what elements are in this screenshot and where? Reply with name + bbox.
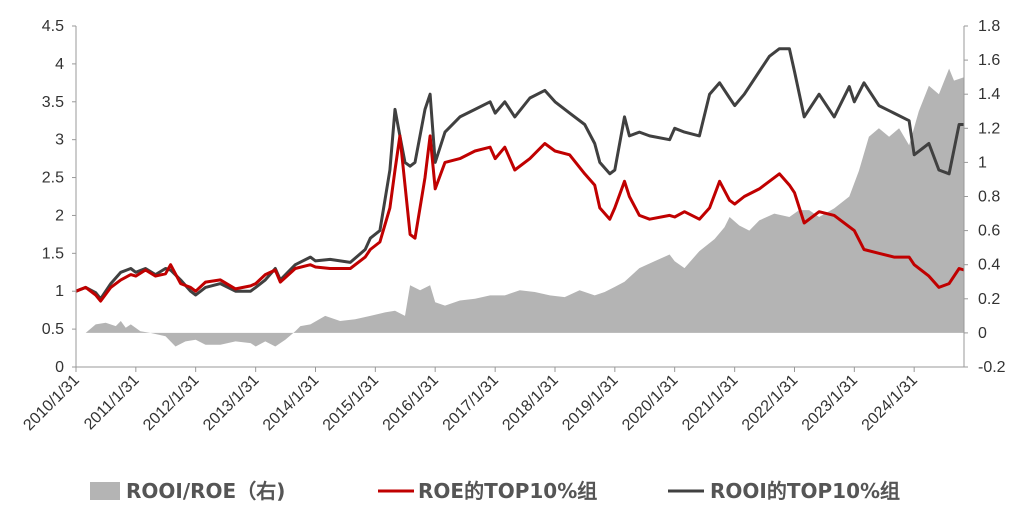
left-tick-label: 4 (55, 56, 64, 73)
right-tick-label: 1.6 (978, 52, 1000, 69)
right-tick-label: 0.4 (978, 257, 1000, 274)
right-tick-label: 0 (978, 325, 987, 342)
x-tick-label: 2015/1/31 (320, 372, 382, 434)
series-area-rooi-roe-ratio (76, 68, 964, 347)
right-tick-label: 1.8 (978, 18, 1000, 35)
x-tick-label: 2013/1/31 (200, 372, 262, 434)
left-tick-label: 4.5 (42, 18, 64, 35)
legend-label-rooi: ROOI的TOP10%组 (710, 479, 900, 503)
series-line-rooi (75, 47, 964, 301)
right-tick-label: 0.8 (978, 189, 1000, 206)
right-tick-label: 0.6 (978, 223, 1000, 240)
area-series-layer (76, 68, 964, 347)
x-tick-label: 2019/1/31 (559, 372, 621, 434)
x-tick-label: 2023/1/31 (799, 372, 861, 434)
right-tick-label: 1 (978, 154, 987, 171)
legend-label-area: ROOI/ROE（右) (126, 479, 285, 503)
right-tick-label: -0.2 (978, 359, 1006, 376)
x-tick-label: 2016/1/31 (380, 372, 442, 434)
x-tick-label: 2020/1/31 (619, 372, 681, 434)
x-tick-label: 2017/1/31 (440, 372, 502, 434)
left-tick-label: 3.5 (42, 94, 64, 111)
left-tick-label: 0 (55, 359, 64, 376)
left-tick-label: 2 (55, 207, 64, 224)
x-tick-label: 2021/1/31 (679, 372, 741, 434)
x-tick-label: 2022/1/31 (739, 372, 801, 434)
x-tick-label: 2011/1/31 (81, 372, 143, 434)
x-tick-label: 2024/1/31 (859, 372, 921, 434)
x-tick-label: 2010/1/31 (20, 372, 82, 434)
left-tick-label: 1 (55, 283, 64, 300)
legend-swatch-area (90, 482, 120, 500)
series-line-roe (75, 134, 965, 303)
right-tick-label: 0.2 (978, 291, 1000, 308)
left-tick-label: 0.5 (42, 321, 64, 338)
x-tick-label: 2014/1/31 (260, 372, 322, 434)
right-tick-label: 1.4 (978, 86, 1000, 103)
legend-label-roe: ROE的TOP10%组 (418, 479, 597, 503)
left-tick-label: 1.5 (42, 245, 64, 262)
line-series-layer (75, 47, 965, 303)
right-tick-label: 1.2 (978, 120, 1000, 137)
left-tick-label: 2.5 (42, 170, 64, 187)
x-tick-label: 2018/1/31 (499, 372, 561, 434)
left-tick-label: 3 (55, 132, 64, 149)
legend: ROOI/ROE（右) ROE的TOP10%组 ROOI的TOP10%组 (90, 479, 900, 503)
x-tick-label: 2012/1/31 (140, 372, 202, 434)
